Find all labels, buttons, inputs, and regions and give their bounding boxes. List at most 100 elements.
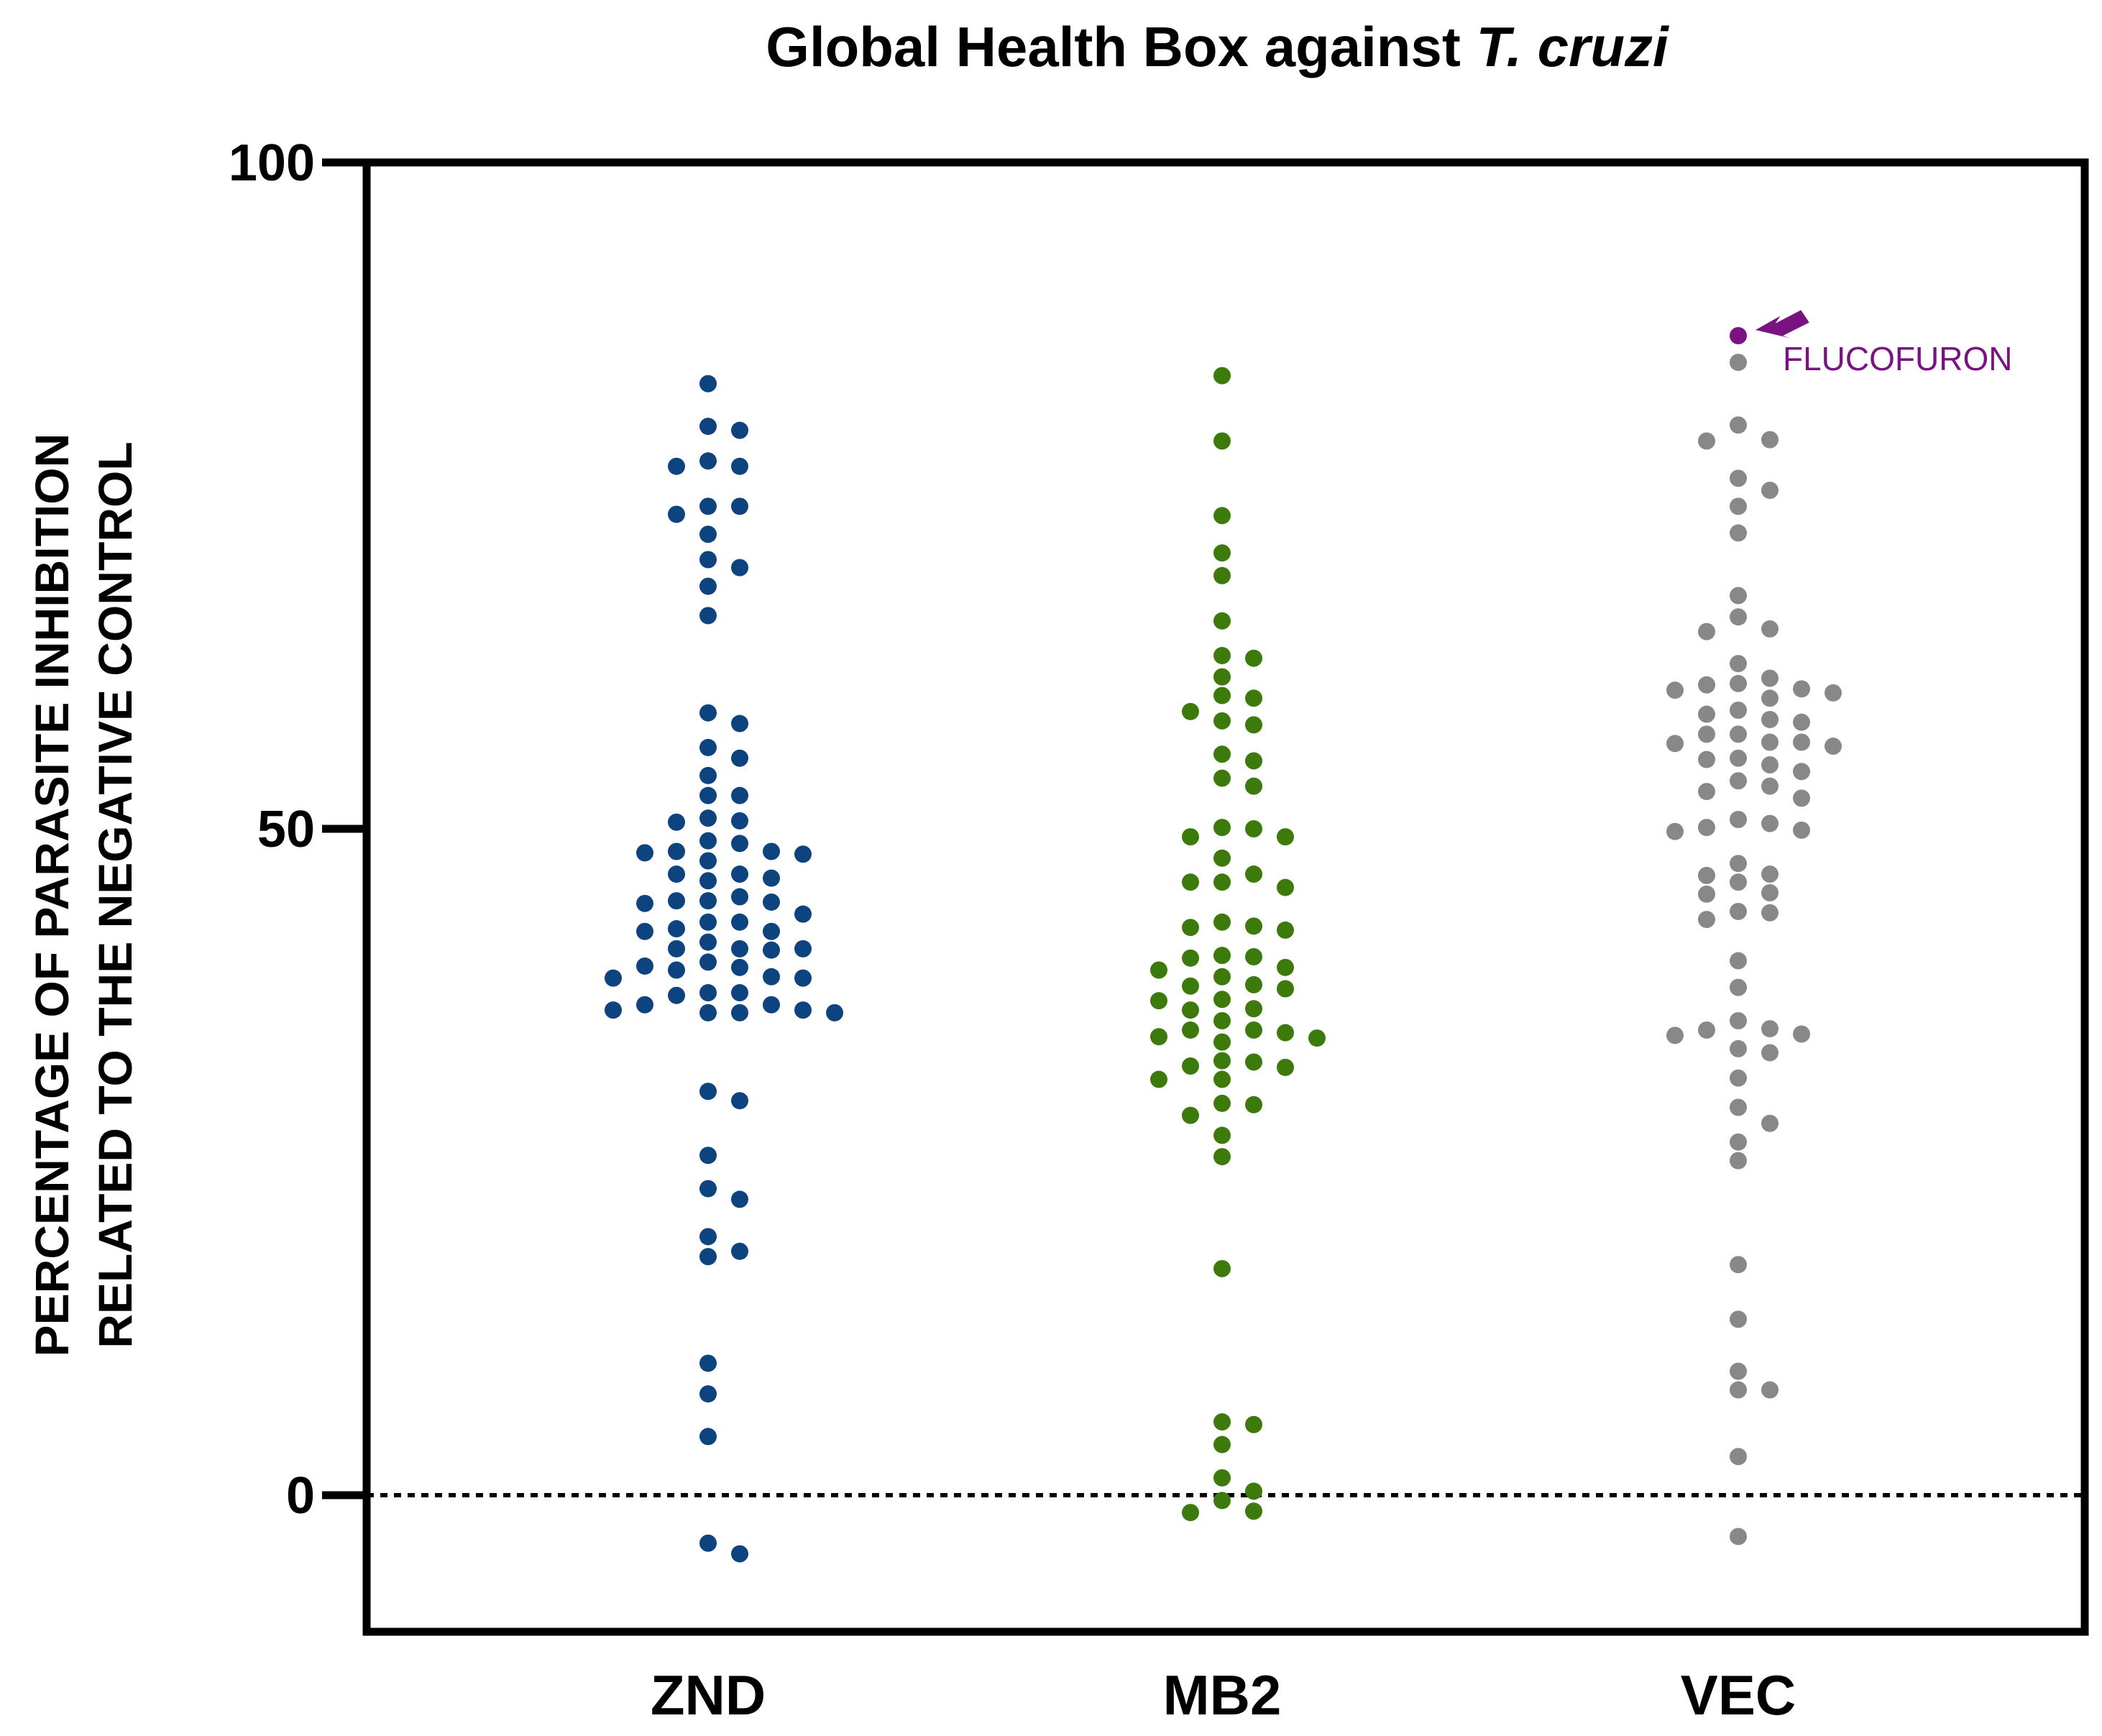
data-point-znd: [699, 375, 717, 392]
data-point-vec: [1698, 623, 1715, 640]
data-point-vec: [1730, 749, 1747, 767]
data-point-vec: [1761, 669, 1779, 687]
data-point-znd: [794, 845, 812, 863]
data-point-mb2: [1277, 828, 1294, 846]
data-point-znd: [826, 1004, 843, 1021]
data-point-znd: [699, 1248, 717, 1266]
data-point-vec: [1793, 713, 1810, 731]
data-point-znd: [731, 913, 748, 931]
data-point-mb2: [1213, 612, 1231, 630]
x-category-label-vec: VEC: [1681, 1663, 1796, 1727]
data-point-mb2: [1245, 1000, 1262, 1018]
data-point-vec: [1730, 587, 1747, 605]
data-point-mb2: [1213, 745, 1231, 763]
data-point-znd: [699, 1354, 717, 1372]
data-point-mb2: [1182, 1504, 1199, 1522]
data-point-vec: [1761, 756, 1779, 774]
data-point-mb2: [1213, 873, 1231, 891]
data-point-znd: [731, 1190, 748, 1208]
data-point-znd: [763, 996, 780, 1014]
data-point-mb2: [1245, 1021, 1262, 1039]
data-point-mb2: [1213, 1126, 1231, 1144]
data-point-znd: [763, 941, 780, 959]
data-point-znd: [731, 421, 748, 439]
data-point-vec: [1761, 904, 1779, 922]
data-point-vec: [1698, 750, 1715, 768]
data-point-mb2: [1213, 968, 1231, 986]
data-point-vec: [1730, 1381, 1747, 1399]
data-point-znd: [636, 922, 653, 940]
data-point-vec: [1730, 1528, 1747, 1546]
data-point-mb2: [1182, 919, 1199, 937]
data-point-mb2: [1277, 1024, 1294, 1042]
data-point-vec: [1793, 763, 1810, 781]
data-point-mb2: [1245, 865, 1262, 883]
data-point-znd: [699, 809, 717, 827]
data-point-vec: [1730, 811, 1747, 829]
data-point-znd: [731, 835, 748, 853]
data-point-vec: [1698, 819, 1715, 837]
data-point-znd: [731, 1545, 748, 1563]
data-point-znd: [699, 525, 717, 543]
data-point-vec: [1730, 1310, 1747, 1328]
data-point-vec: [1730, 1098, 1747, 1116]
data-point-mb2: [1182, 949, 1199, 967]
data-point-mb2: [1213, 1052, 1231, 1070]
data-point-vec: [1730, 416, 1747, 434]
data-point-znd: [668, 961, 685, 979]
data-point-znd: [763, 893, 780, 911]
data-point-mb2: [1213, 544, 1231, 562]
data-point-znd: [668, 865, 685, 883]
data-point-mb2: [1308, 1029, 1326, 1047]
data-point-znd: [668, 920, 685, 938]
data-point-znd: [699, 1428, 717, 1446]
arrow-icon: [1756, 310, 1809, 339]
data-point-vec: [1730, 354, 1747, 372]
data-point-vec: [1730, 952, 1747, 970]
data-point-vec: [1698, 783, 1715, 801]
data-point-vec: [1666, 681, 1684, 699]
data-point-vec: [1730, 978, 1747, 996]
data-point-mb2: [1213, 668, 1231, 686]
data-point-znd: [794, 1001, 812, 1019]
data-point-znd: [699, 418, 717, 436]
data-point-mb2: [1245, 917, 1262, 935]
data-point-mb2: [1277, 1058, 1294, 1076]
data-point-vec: [1761, 865, 1779, 883]
data-point-vec: [1761, 689, 1779, 707]
data-point-mb2: [1213, 819, 1231, 837]
data-point-mb2: [1213, 507, 1231, 525]
data-point-vec: [1698, 676, 1715, 694]
data-point-znd: [699, 832, 717, 850]
data-point-vec: [1730, 1256, 1747, 1274]
data-point-mb2: [1213, 1492, 1231, 1510]
data-point-mb2: [1213, 1436, 1231, 1453]
data-point-vec: [1761, 431, 1779, 449]
data-point-znd: [636, 957, 653, 975]
data-point-vec: [1730, 1133, 1747, 1151]
data-point-mb2: [1245, 752, 1262, 770]
data-point-znd: [699, 1004, 717, 1021]
data-point-vec: [1730, 902, 1747, 920]
data-point-mb2: [1245, 1482, 1262, 1500]
data-point-vec: [1730, 1069, 1747, 1087]
data-point-znd: [699, 786, 717, 804]
data-point-znd: [763, 869, 780, 887]
data-point-mb2: [1150, 1070, 1167, 1088]
data-point-vec: [1825, 738, 1842, 756]
flucofuron-annotation: FLUCOFURON: [1756, 310, 2012, 377]
data-point-vec: [1698, 911, 1715, 929]
data-point-vec: [1761, 777, 1779, 795]
y-tick-label-50: 50: [257, 801, 315, 858]
data-point-znd: [699, 551, 717, 569]
y-tick-label-100: 100: [229, 134, 315, 192]
data-point-mb2: [1150, 992, 1167, 1010]
data-point-vec: [1698, 432, 1715, 450]
data-point-znd: [731, 812, 748, 830]
data-point-znd: [731, 958, 748, 976]
data-point-znd: [699, 452, 717, 470]
data-point-vec: [1761, 814, 1779, 832]
data-point-znd: [731, 1092, 748, 1110]
data-point-mb2: [1245, 1415, 1262, 1433]
